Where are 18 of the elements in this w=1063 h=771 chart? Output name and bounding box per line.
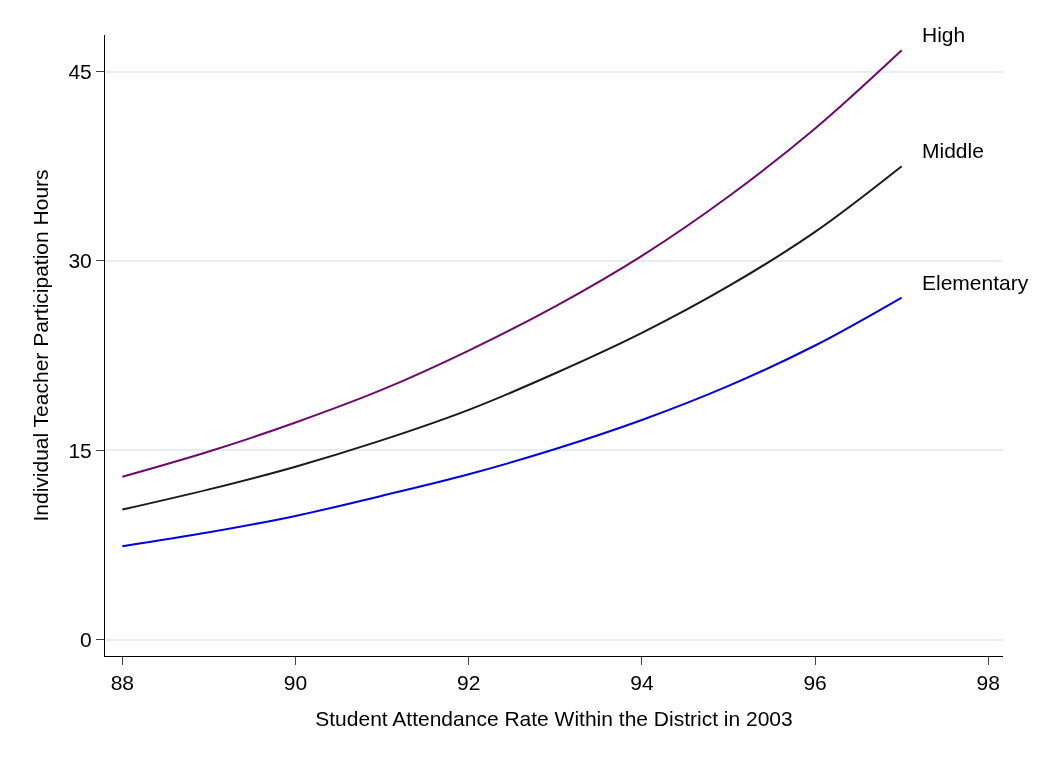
y-tick-label: 0 <box>80 627 92 651</box>
x-tick-label: 94 <box>630 671 654 695</box>
line-series <box>121 49 903 478</box>
series-label: Elementary <box>922 271 1029 294</box>
x-tick-label: 98 <box>976 671 1000 695</box>
line-series <box>121 296 903 548</box>
line-series <box>121 165 903 511</box>
series-label: Middle <box>922 139 984 162</box>
y-tick-label: 30 <box>68 249 92 273</box>
x-tick-label: 90 <box>283 671 308 695</box>
x-axis-title: Student Attendance Rate Within the District in 2003 <box>315 707 793 731</box>
x-tick-label: 92 <box>457 671 481 695</box>
y-tick-label: 45 <box>68 59 92 83</box>
y-axis-title: Individual Teacher Participation Hours <box>28 169 52 522</box>
series-label: High <box>922 23 966 46</box>
y-tick-label: 15 <box>68 438 92 462</box>
x-tick-label: 96 <box>803 671 827 695</box>
x-tick-label: 88 <box>110 671 134 695</box>
